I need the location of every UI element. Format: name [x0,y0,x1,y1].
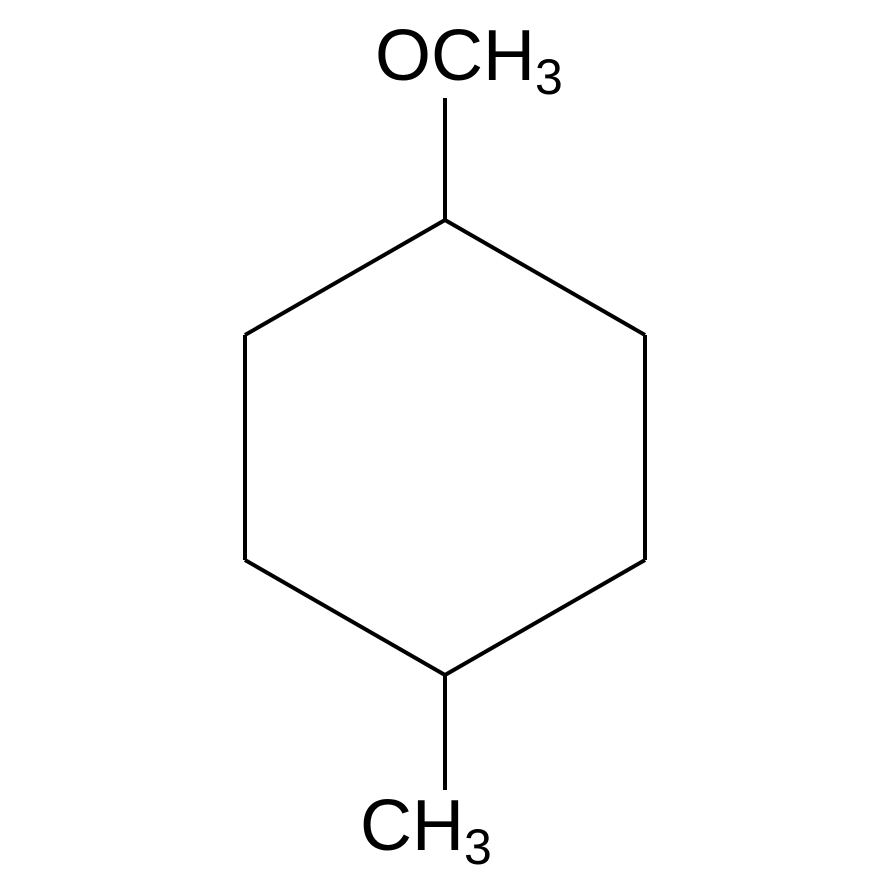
bond-ul-top [245,220,445,335]
methyl-C: C [360,786,412,866]
methoxy-C: C [431,16,483,96]
bond-top-ur [445,220,645,335]
methoxy-sub: 3 [535,49,563,105]
methyl-label: CH3 [360,786,492,875]
methoxy-label: OCH3 [375,16,563,105]
methoxy-O: O [375,16,431,96]
cyclohexane-ring [245,220,645,675]
bond-bot-ll [245,560,445,675]
molecule-diagram: OCH3 CH3 [0,0,890,890]
methoxy-H: H [483,16,535,96]
bond-lr-bot [445,560,645,675]
methyl-H: H [412,786,464,866]
methyl-sub: 3 [464,819,492,875]
